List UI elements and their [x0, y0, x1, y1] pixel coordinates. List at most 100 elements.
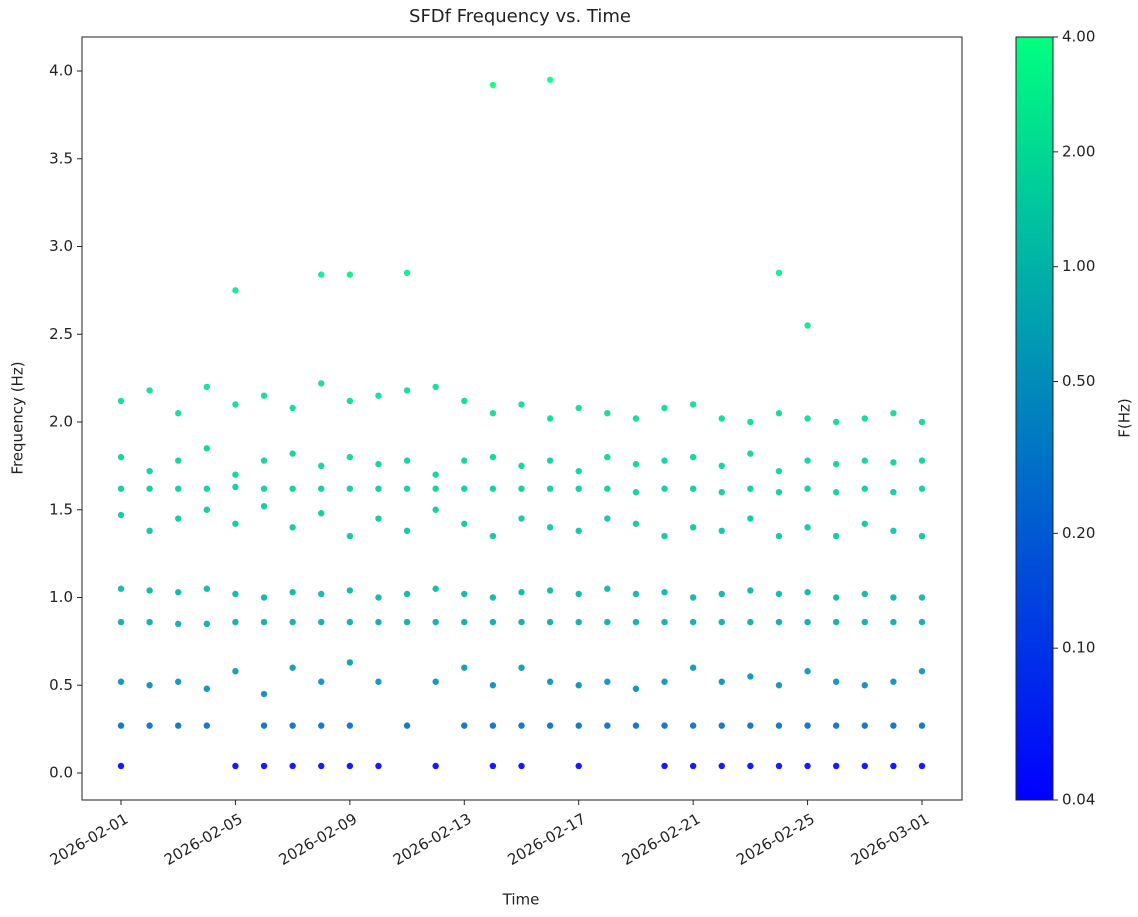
- point: [632, 460, 640, 468]
- point: [518, 664, 525, 671]
- point: [489, 485, 497, 492]
- point: [489, 81, 497, 89]
- point: [661, 457, 668, 464]
- point: [346, 762, 354, 770]
- point: [918, 457, 926, 464]
- point: [861, 520, 868, 527]
- point: [346, 587, 354, 594]
- x-tick-label: 2026-02-13: [390, 810, 475, 869]
- point: [346, 618, 354, 626]
- point: [346, 485, 354, 492]
- point: [689, 664, 697, 671]
- point: [260, 485, 268, 492]
- point: [861, 682, 868, 689]
- point: [489, 762, 497, 770]
- point: [604, 453, 611, 461]
- point: [203, 620, 211, 628]
- point: [117, 722, 125, 729]
- point: [632, 618, 640, 626]
- point: [661, 618, 668, 626]
- point: [661, 762, 668, 770]
- point: [260, 392, 268, 399]
- point: [117, 511, 125, 519]
- point: [432, 485, 439, 492]
- point: [146, 587, 153, 594]
- point: [689, 594, 697, 601]
- point: [403, 457, 411, 464]
- point: [318, 762, 325, 770]
- point: [461, 664, 468, 671]
- point: [747, 587, 754, 594]
- x-tick-label: 2026-02-17: [504, 810, 589, 869]
- point: [546, 618, 554, 626]
- point: [747, 673, 754, 680]
- point: [861, 590, 868, 598]
- point: [747, 722, 754, 729]
- point: [890, 678, 897, 685]
- point: [518, 401, 525, 408]
- point: [832, 532, 840, 540]
- point: [689, 401, 697, 408]
- point: [403, 387, 411, 394]
- point: [890, 618, 897, 626]
- point: [146, 527, 153, 535]
- point: [575, 590, 582, 598]
- point: [804, 322, 811, 329]
- point: [346, 532, 354, 540]
- point: [375, 618, 382, 626]
- point: [861, 457, 868, 464]
- point: [203, 445, 211, 452]
- point: [575, 404, 582, 412]
- point: [918, 722, 926, 729]
- point: [604, 410, 611, 417]
- point: [203, 383, 211, 391]
- point: [546, 678, 554, 685]
- point: [575, 682, 582, 689]
- point: [432, 506, 439, 513]
- point: [718, 489, 725, 496]
- point: [604, 485, 611, 492]
- point: [232, 401, 239, 408]
- point: [346, 397, 354, 405]
- y-tick-label: 0.5: [49, 676, 73, 694]
- point: [375, 485, 382, 492]
- point: [403, 590, 411, 598]
- y-tick-label: 2.5: [49, 325, 73, 343]
- point: [489, 682, 497, 689]
- point: [260, 762, 268, 770]
- point: [318, 271, 325, 278]
- colorbar-tick-label: 0.04: [1062, 791, 1095, 809]
- point: [260, 722, 268, 729]
- point: [775, 410, 783, 417]
- point: [575, 722, 582, 729]
- x-tick-label: 2026-02-09: [276, 810, 361, 869]
- point: [203, 506, 211, 513]
- point: [461, 485, 468, 492]
- point: [175, 515, 182, 522]
- y-tick-label: 3.5: [49, 149, 73, 167]
- point: [632, 722, 640, 729]
- colorbar-tick-label: 4.00: [1062, 28, 1095, 46]
- point: [203, 485, 211, 492]
- point: [489, 618, 497, 626]
- point: [318, 380, 325, 387]
- point: [489, 410, 497, 417]
- point: [861, 618, 868, 626]
- point: [518, 722, 525, 729]
- point: [489, 594, 497, 601]
- point: [804, 415, 811, 422]
- point: [146, 387, 153, 394]
- point: [346, 722, 354, 729]
- point: [432, 618, 439, 626]
- point: [832, 594, 840, 601]
- point: [318, 590, 325, 598]
- point: [918, 594, 926, 601]
- point: [461, 457, 468, 464]
- point: [518, 618, 525, 626]
- point: [832, 678, 840, 685]
- point: [575, 485, 582, 492]
- point: [775, 269, 783, 277]
- point: [375, 515, 382, 522]
- point: [232, 668, 239, 675]
- y-tick-label: 1.5: [49, 500, 73, 518]
